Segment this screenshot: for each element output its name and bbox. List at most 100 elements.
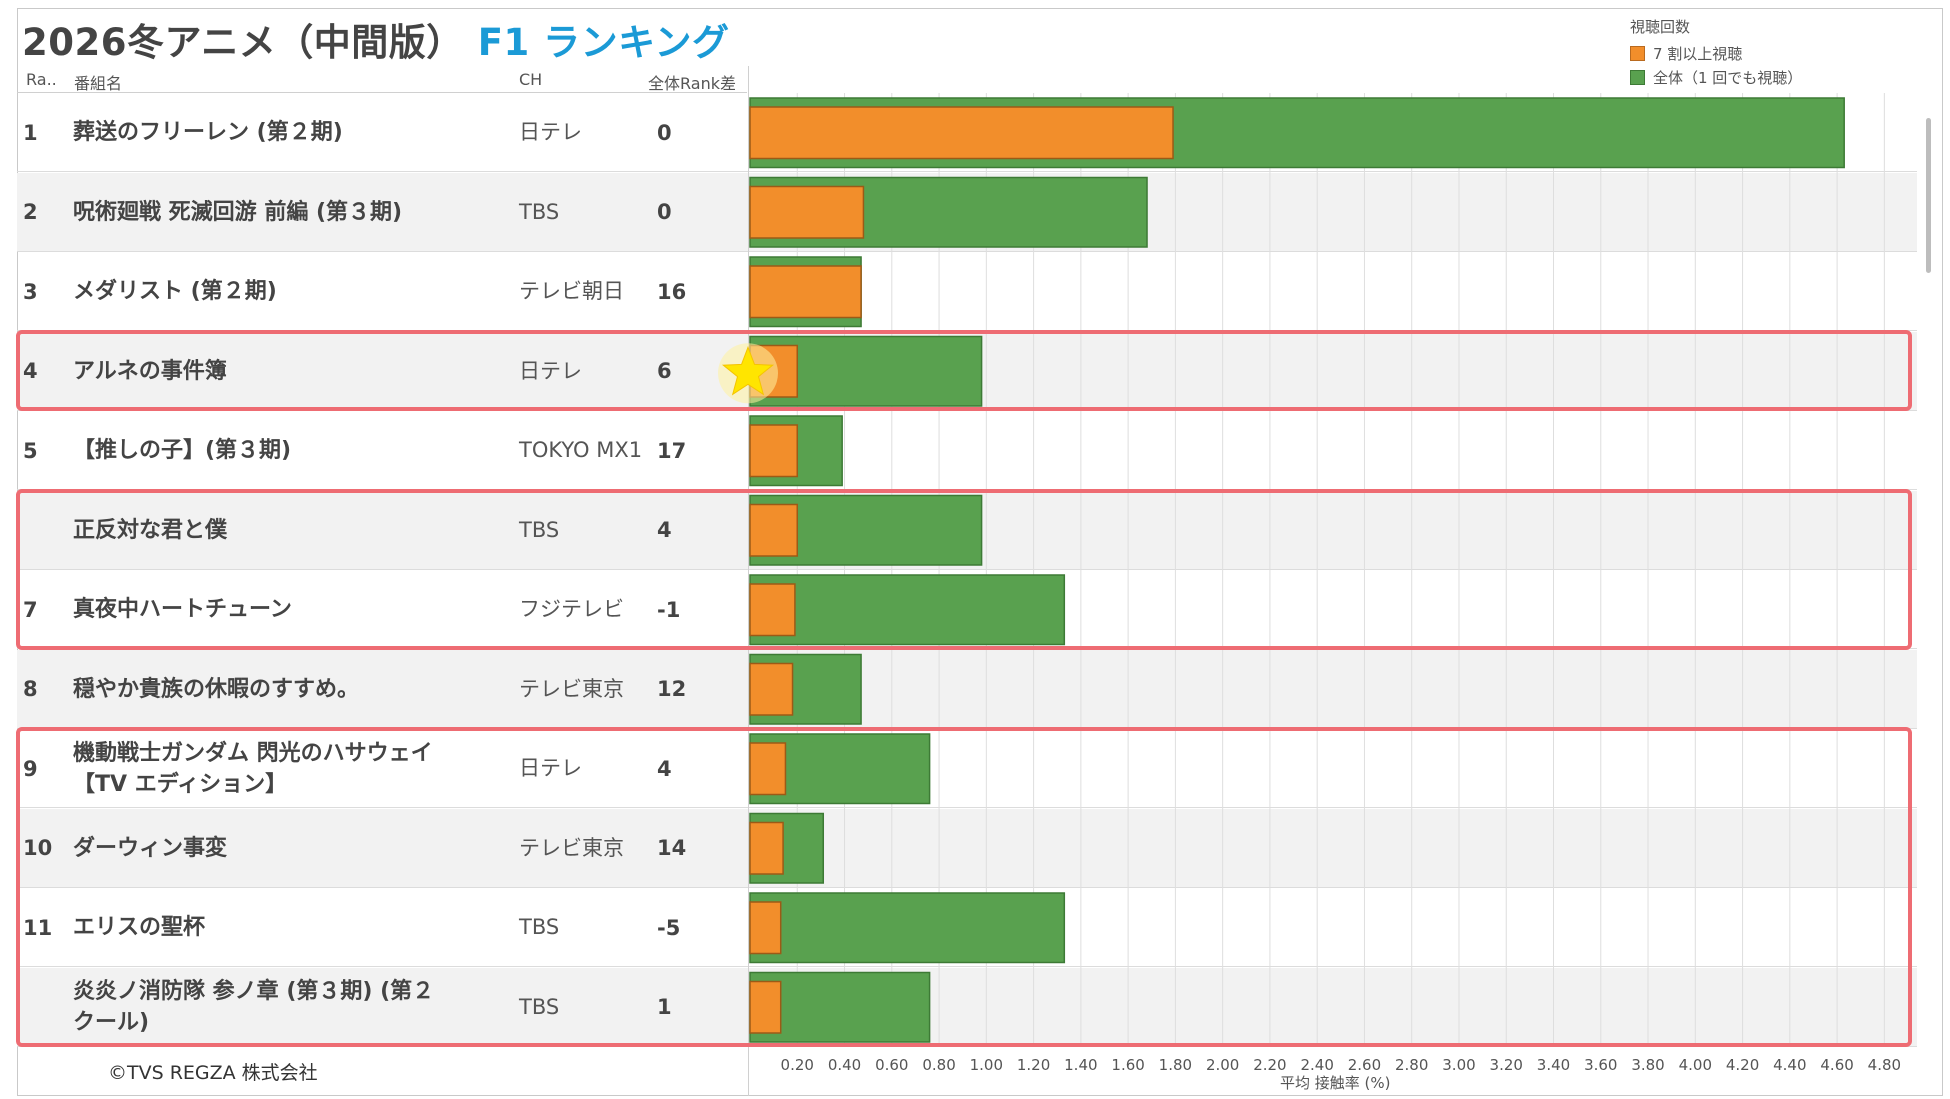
program-name: エリスの聖杯 (73, 888, 453, 967)
highlight-box (16, 727, 1912, 1047)
program-name: 炎炎ノ消防隊 参ノ章 (第３期) (第２ クール) (73, 968, 453, 1047)
channel-cell: TBS (519, 491, 649, 570)
channel-cell: TBS (519, 968, 649, 1047)
legend-label-top70: 7 割以上視聴 (1653, 44, 1743, 63)
program-name-text: ダーウィン事変 (73, 835, 228, 861)
title-main: 2026冬アニメ（中間版） (22, 21, 464, 64)
program-name-text: 呪術廻戦 死滅回游 前編 (第３期) (73, 199, 403, 225)
rank-cell: 3 (23, 279, 38, 304)
rank-cell: 10 (23, 836, 53, 860)
rank-cell: 11 (23, 915, 53, 940)
channel-cell: TBS (519, 173, 649, 252)
channel-text: TBS (519, 915, 560, 939)
rank-diff-cell: 0 (657, 200, 672, 224)
channel-cell: フジテレビ (519, 570, 649, 649)
program-name-text: 炎炎ノ消防隊 参ノ章 (第３期) (第２ クール) (73, 979, 435, 1035)
program-name: ダーウィン事変 (73, 809, 453, 888)
rank-diff-cell: 6 (657, 359, 672, 383)
channel-text: TBS (519, 994, 560, 1019)
rank-diff-cell: 12 (657, 677, 687, 701)
rank-cell: 1 (23, 120, 38, 145)
legend-swatch-green (1630, 69, 1645, 85)
channel-cell: 日テレ (519, 93, 649, 172)
table-row[interactable]: 11 エリスの聖杯 TBS -5 (17, 888, 1917, 967)
legend-swatch-orange (1630, 45, 1645, 61)
channel-text: テレビ東京 (519, 676, 624, 701)
program-name: 穏やか貴族の休暇のすすめ。 (73, 650, 453, 729)
program-name: メダリスト (第２期) (73, 252, 453, 331)
rank-diff-cell: -1 (657, 597, 681, 622)
table-row[interactable]: 1 葬送のフリーレン (第２期) 日テレ 0 (17, 93, 1917, 172)
rank-diff-cell: 14 (657, 836, 687, 860)
rank-diff-cell: 16 (657, 279, 687, 304)
channel-text: TOKYO MX1 (519, 438, 643, 462)
rank-diff-cell: 1 (657, 995, 672, 1019)
program-name: 呪術廻戦 死滅回游 前編 (第３期) (73, 173, 453, 252)
channel-cell: TOKYO MX1 (519, 411, 649, 490)
x-axis-title: 平均 接触率 (%) (1280, 1074, 1391, 1092)
channel-cell: テレビ東京 (519, 809, 649, 888)
table-row[interactable]: 8 穏やか貴族の休暇のすすめ。 テレビ東京 12 (17, 649, 1917, 729)
chart-left-border (748, 66, 749, 1096)
legend-item-top70[interactable]: 7 割以上視聴 (1630, 41, 1802, 65)
legend-label-all: 全体（1 回でも視聴） (1653, 68, 1803, 87)
channel-text: TBS (519, 199, 560, 224)
table-row[interactable]: 2 呪術廻戦 死滅回游 前編 (第３期) TBS 0 (17, 172, 1917, 252)
channel-text: 日テレ (519, 120, 582, 144)
program-name: 機動戦士ガンダム 閃光のハサウェイ【TV エディション】 (73, 729, 453, 808)
dashboard-title: 2026冬アニメ（中間版） F1 ランキング (22, 12, 730, 66)
program-name-text: アルネの事件簿 (73, 358, 227, 384)
program-name-text: 【推しの子】(第３期) (73, 438, 292, 463)
program-name: アルネの事件簿 (73, 332, 453, 411)
header-rank-diff[interactable]: 全体Rank差 (648, 74, 736, 93)
rank-diff-cell: 0 (657, 120, 672, 145)
legend: 視聴回数 7 割以上視聴 全体（1 回でも視聴） (1630, 16, 1802, 89)
program-name-text: 葬送のフリーレン (第２期) (73, 120, 343, 145)
legend-item-all[interactable]: 全体（1 回でも視聴） (1630, 65, 1802, 89)
channel-text: テレビ東京 (519, 835, 624, 860)
rank-diff-cell: 4 (657, 518, 672, 542)
header-rank[interactable]: Ra.. (26, 70, 57, 89)
rank-cell: 9 (23, 756, 38, 781)
rank-diff-cell: -5 (657, 915, 681, 940)
header-ch[interactable]: CH (519, 70, 543, 89)
channel-text: フジテレビ (519, 597, 624, 621)
channel-text: テレビ朝日 (519, 279, 624, 303)
program-name: 正反対な君と僕 (73, 491, 453, 570)
highlight-box (16, 329, 1912, 411)
channel-cell: テレビ朝日 (519, 252, 649, 331)
scrollbar-thumb[interactable] (1926, 118, 1931, 273)
legend-title: 視聴回数 (1630, 18, 1691, 36)
table-row[interactable]: 3 メダリスト (第２期) テレビ朝日 16 (17, 252, 1917, 331)
title-accent: F1 ランキング (477, 21, 730, 64)
table-row[interactable]: 9 機動戦士ガンダム 閃光のハサウェイ【TV エディション】 日テレ 4 (17, 729, 1917, 808)
channel-text: 日テレ (519, 756, 582, 780)
rank-diff-cell: 4 (657, 756, 672, 781)
header-divider (17, 92, 747, 93)
table-row[interactable]: 5 【推しの子】(第３期) TOKYO MX1 17 (17, 411, 1917, 490)
header-name[interactable]: 番組名 (74, 74, 123, 93)
rank-diff-cell: 17 (657, 438, 687, 463)
rank-cell: 7 (23, 597, 38, 622)
channel-text: 日テレ (519, 358, 582, 383)
highlight-box (16, 488, 1912, 650)
channel-cell: テレビ東京 (519, 650, 649, 729)
program-name-text: メダリスト (第２期) (73, 279, 277, 304)
channel-cell: 日テレ (519, 729, 649, 808)
rank-cell: 5 (23, 438, 38, 463)
channel-text: TBS (519, 517, 560, 542)
copyright: ©TVS REGZA 株式会社 (108, 1062, 318, 1084)
channel-cell: 日テレ (519, 332, 649, 411)
program-name-text: 機動戦士ガンダム 閃光のハサウェイ【TV エディション】 (73, 740, 433, 797)
program-name-text: 正反対な君と僕 (73, 517, 228, 543)
rank-cell: 8 (23, 677, 38, 701)
program-name-text: 真夜中ハートチューン (73, 597, 292, 622)
channel-cell: TBS (519, 888, 649, 967)
program-name: 【推しの子】(第３期) (73, 411, 453, 490)
program-name: 葬送のフリーレン (第２期) (73, 93, 453, 172)
program-name-text: エリスの聖杯 (73, 915, 206, 940)
program-name: 真夜中ハートチューン (73, 570, 453, 649)
rank-cell: 4 (23, 359, 38, 383)
program-name-text: 穏やか貴族の休暇のすすめ。 (73, 676, 360, 702)
rank-cell: 2 (23, 200, 38, 224)
